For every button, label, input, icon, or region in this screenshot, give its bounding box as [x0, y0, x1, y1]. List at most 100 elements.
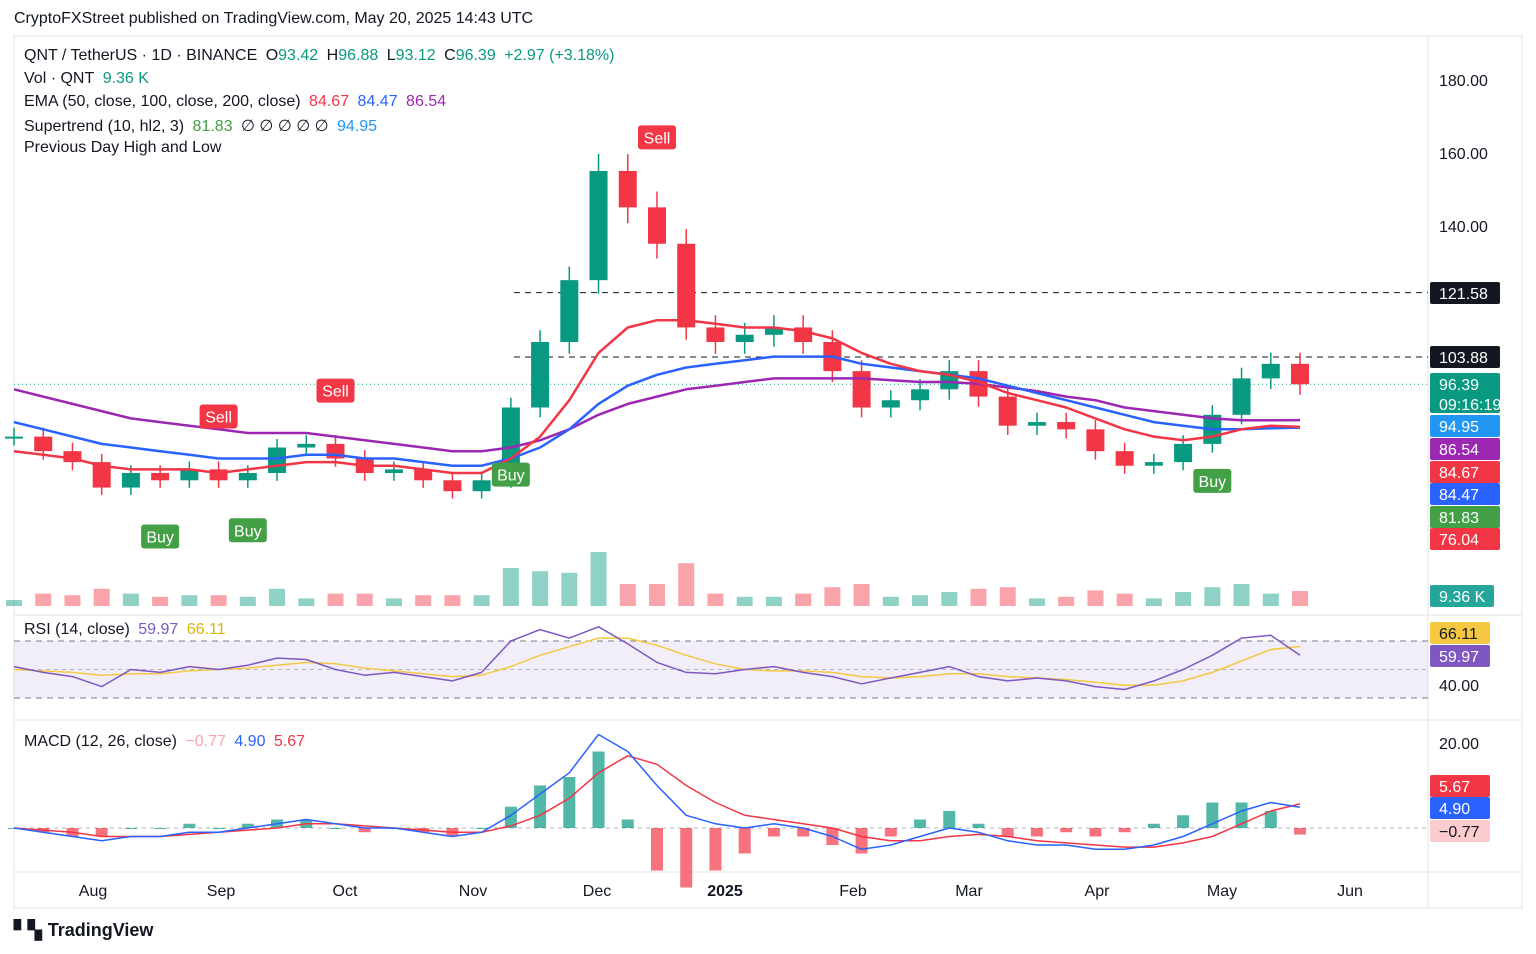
time-axis-tick: 2025 — [707, 883, 743, 900]
rsi-line — [13, 626, 1301, 691]
macd-histogram-bar — [943, 811, 956, 828]
candle-body — [238, 473, 257, 481]
macd-histogram-bar — [884, 828, 897, 837]
candle-body — [998, 396, 1017, 426]
candle-body — [209, 469, 228, 481]
volume-bar — [1175, 592, 1192, 606]
price-tag-label: 96.39 — [1439, 377, 1479, 394]
volume-bar — [649, 584, 665, 606]
signal-label-box — [199, 404, 238, 429]
sell-signal: Sell — [199, 404, 238, 429]
candle-body — [531, 342, 550, 408]
signal-label-text: Sell — [205, 409, 232, 426]
legend-rsi-row: RSI (14, close) 59.97 66.11 — [24, 621, 226, 638]
candle-body — [443, 480, 462, 492]
price-axis-tick: 180.00 — [1439, 73, 1488, 90]
macd-histogram-bar — [475, 828, 488, 829]
signal-label-box — [141, 524, 180, 549]
macd-histogram-bar — [621, 819, 634, 828]
candle-body — [180, 469, 199, 481]
volume-bar — [1087, 590, 1104, 606]
signal-label-box — [316, 378, 355, 403]
macd-tag-label: −0.77 — [1439, 824, 1480, 841]
time-axis-tick: Apr — [1085, 883, 1111, 900]
time-axis-tick: Dec — [583, 883, 611, 900]
time-axis-tick: May — [1207, 883, 1237, 900]
candle-body — [1057, 422, 1076, 430]
rsi-tag-label: 59.97 — [1439, 649, 1479, 666]
macd-histogram-bar — [1089, 828, 1102, 837]
rsi-axis-tick: 40.00 — [1439, 678, 1479, 695]
volume-bar — [1262, 593, 1279, 606]
candle-body — [589, 170, 608, 281]
volume-bar — [1233, 584, 1250, 606]
macd-histogram-bar — [709, 828, 722, 871]
candle-body — [560, 280, 579, 343]
candle-body — [618, 170, 637, 208]
macd-histogram-bar — [563, 777, 576, 828]
candle-body — [1261, 363, 1280, 379]
macd-histogram-bar — [680, 828, 693, 888]
signal-label-text: Buy — [146, 529, 174, 546]
price-tag-label: 84.47 — [1439, 487, 1479, 504]
signal-label-box — [638, 125, 676, 150]
candle-body — [63, 451, 82, 463]
candle-body — [297, 443, 316, 448]
legend-change: +2.97 (+3.18%) — [504, 47, 615, 64]
volume-bar — [912, 595, 929, 606]
volume-bar — [736, 596, 753, 606]
macd-histogram-bar — [329, 828, 342, 829]
volume-bar — [795, 593, 812, 606]
macd-histogram-bar — [592, 751, 605, 828]
price-tag-box — [1430, 373, 1500, 413]
macd-axis-tick: 20.00 — [1439, 736, 1479, 753]
volume-bar — [941, 592, 958, 606]
price-tag-box — [1430, 346, 1500, 368]
candle-body — [911, 389, 930, 401]
price-tag-box — [1430, 483, 1500, 505]
volume-bar — [590, 552, 607, 606]
buy-signal: Buy — [1193, 468, 1232, 493]
candle-body — [1115, 451, 1134, 466]
volume-bar — [765, 596, 782, 606]
candle-body — [472, 480, 491, 492]
price-tag-label: 103.88 — [1439, 350, 1488, 367]
price-tag-label: 81.83 — [1439, 510, 1479, 527]
time-axis-tick: Feb — [839, 883, 867, 900]
buy-signal: Buy — [491, 462, 530, 487]
candle-body — [764, 327, 783, 335]
macd-tag-box — [1430, 820, 1490, 842]
volume-bar — [561, 572, 578, 606]
time-axis-tick: Sep — [207, 883, 236, 900]
volume-bar — [356, 593, 373, 606]
candle-body — [881, 400, 900, 408]
macd-histogram-bar — [767, 828, 780, 837]
volume-bar — [532, 571, 549, 606]
volume-bar — [93, 588, 110, 606]
legend-pdhl-row: Previous Day High and Low — [24, 139, 222, 156]
price-tag-box — [1430, 461, 1500, 483]
volume-bar — [853, 584, 870, 606]
volume-bar — [1058, 596, 1075, 606]
candle-body — [1174, 443, 1193, 463]
buy-signal: Buy — [228, 518, 267, 543]
macd-histogram-bar — [212, 828, 225, 829]
volume-bar — [122, 593, 139, 606]
volume-bar — [64, 595, 81, 606]
volume-bar — [882, 596, 899, 606]
price-axis-tick: 140.00 — [1439, 219, 1488, 236]
signal-label-box — [228, 518, 267, 543]
volume-bar — [35, 593, 52, 606]
macd-histogram-bar — [1030, 828, 1043, 837]
candle-body — [1086, 429, 1105, 452]
signal-label-text: Buy — [497, 468, 525, 485]
volume-bar — [269, 588, 286, 606]
macd-line — [13, 733, 1301, 851]
macd-histogram-bar — [504, 806, 517, 828]
tradingview-logo[interactable]: ▘▚ TradingView — [14, 920, 153, 941]
macd-histogram-bar — [95, 828, 108, 837]
price-tag-label: 121.58 — [1439, 286, 1488, 303]
candle-body — [414, 469, 433, 481]
volume-bar — [181, 595, 198, 606]
